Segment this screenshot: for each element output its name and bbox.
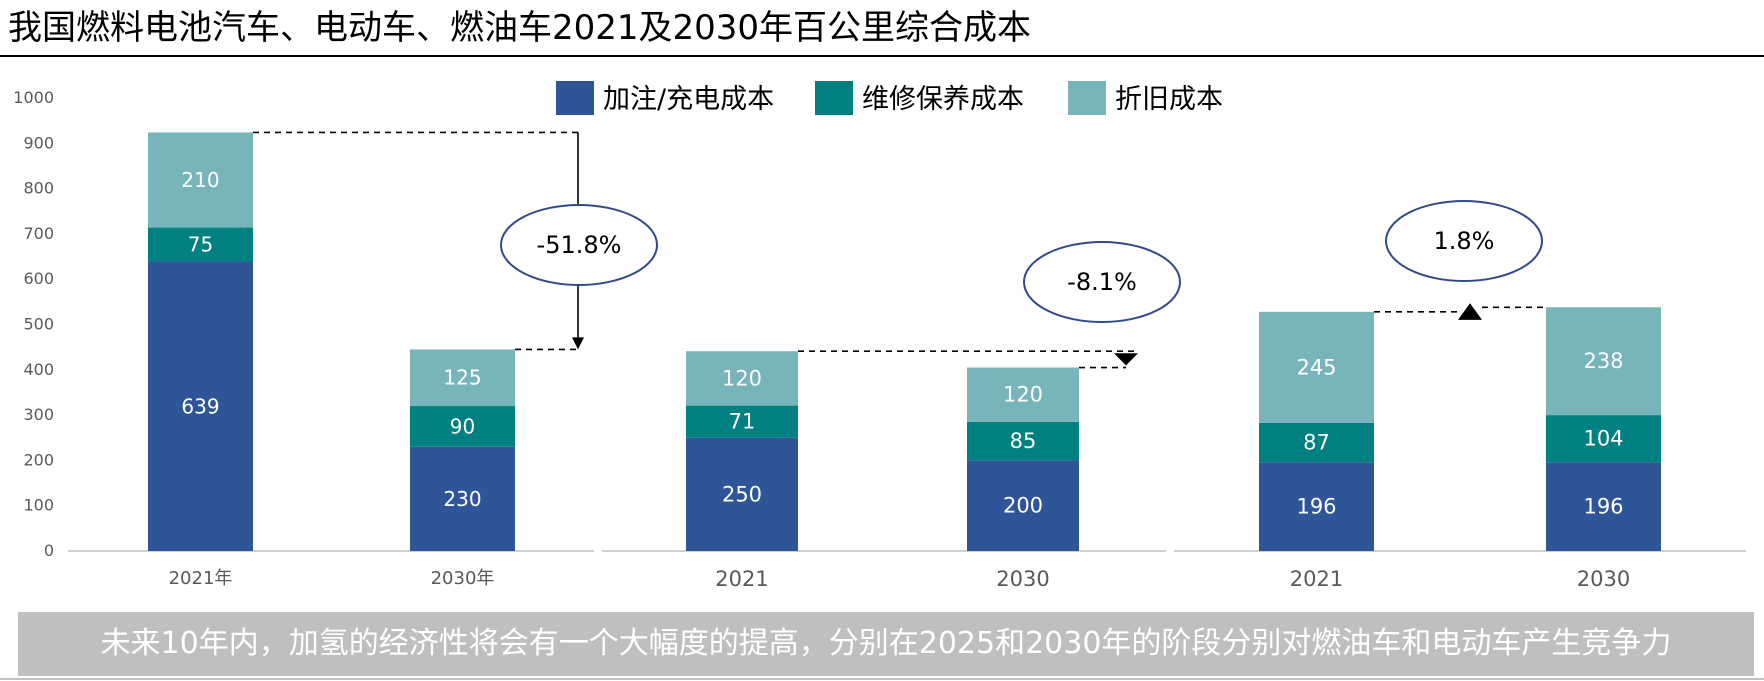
y-tick-label: 900 [23, 133, 54, 152]
bar-segment-maintenance [1259, 422, 1374, 463]
bar-segment-depreciation [1546, 307, 1661, 416]
data-label: 639 [181, 394, 219, 418]
data-label: 210 [181, 168, 219, 192]
y-tick-label: 0 [44, 541, 54, 560]
title-divider [0, 55, 1764, 57]
data-label: 196 [1583, 495, 1623, 519]
bars: 639 75 210 2021年 230 90 125 2030年 250 71 120 2021 20… [148, 132, 1661, 591]
data-label: 120 [722, 366, 762, 390]
bar-segment-depreciation [967, 367, 1079, 422]
x-tick-label: 2030年 [431, 568, 495, 589]
change-1-label: -51.8% [537, 231, 622, 259]
bar-segment-fuel [1546, 462, 1661, 551]
x-tick-label: 2030 [996, 567, 1049, 591]
data-label: 196 [1296, 495, 1336, 519]
change-1-ellipse [500, 204, 658, 286]
data-label: 87 [1303, 431, 1330, 455]
legend-swatch [815, 81, 853, 115]
y-tick-label: 1000 [13, 88, 54, 107]
change-3-label: 1.8% [1434, 227, 1495, 255]
bar-segment-maintenance [148, 227, 253, 262]
legend: 加注/充电成本 维修保养成本 折旧成本 [556, 81, 1223, 115]
data-label: 125 [443, 366, 481, 390]
stacked-bar-chart: 0 100 200 300 400 500 600 700 800 900 1000 639 75 21… [13, 81, 1746, 591]
change-3-ellipse [1385, 200, 1543, 282]
data-label: 250 [722, 482, 762, 506]
data-label: 71 [729, 410, 756, 434]
data-label: 90 [450, 414, 475, 438]
y-tick-label: 200 [23, 450, 54, 469]
y-tick-label: 800 [23, 179, 54, 198]
bar-segment-maintenance [410, 406, 515, 447]
bar-segment-maintenance [686, 405, 798, 438]
data-label: 120 [1003, 383, 1043, 407]
arrow-head-up [1458, 303, 1482, 320]
bar-segment-fuel [967, 460, 1079, 551]
data-label: 245 [1296, 355, 1336, 379]
arrow-head-down [1114, 353, 1138, 366]
bar-segment-maintenance [967, 421, 1079, 461]
y-axis: 0 100 200 300 400 500 600 700 800 900 1000 [13, 88, 54, 560]
legend-swatch [1068, 81, 1106, 115]
legend-label: 维修保养成本 [862, 84, 1024, 115]
data-label: 75 [188, 233, 213, 257]
bottom-divider [0, 678, 1764, 680]
legend-swatch [556, 81, 594, 115]
bar-segment-depreciation [410, 349, 515, 407]
y-tick-label: 600 [23, 269, 54, 288]
y-tick-label: 300 [23, 405, 54, 424]
data-label: 238 [1583, 349, 1623, 373]
data-label: 200 [1003, 494, 1043, 518]
y-tick-label: 400 [23, 360, 54, 379]
bar-segment-depreciation [686, 351, 798, 406]
chart-title: 我国燃料电池汽车、电动车、燃油车2021及2030年百公里综合成本 [8, 8, 1032, 48]
x-tick-label: 2030 [1577, 567, 1630, 591]
data-label: 230 [443, 487, 481, 511]
x-tick-label: 2021 [715, 567, 768, 591]
data-label: 85 [1010, 429, 1037, 453]
change-2-ellipse [1023, 241, 1181, 323]
y-tick-label: 500 [23, 315, 54, 334]
legend-label: 加注/充电成本 [603, 84, 774, 115]
arrow-head-down [572, 337, 584, 350]
bar-segment-fuel [410, 446, 515, 551]
bar-segment-fuel [686, 437, 798, 551]
bar-segment-fuel [1259, 462, 1374, 551]
bar-segment-depreciation [148, 132, 253, 228]
bar-segment-fuel [148, 261, 253, 551]
legend-label: 折旧成本 [1115, 84, 1223, 115]
x-tick-label: 2021年 [169, 568, 233, 589]
bar-segment-depreciation [1259, 311, 1374, 423]
y-tick-label: 100 [23, 496, 54, 515]
bar-segment-maintenance [1546, 415, 1661, 463]
change-annotations: -51.8% -8.1% 1.8% [253, 131, 1546, 369]
change-2-label: -8.1% [1067, 268, 1137, 296]
data-label: 104 [1583, 427, 1623, 451]
x-tick-label: 2021 [1290, 567, 1343, 591]
conclusion-banner: 未来10年内，加氢的经济性将会有一个大幅度的提高，分别在2025和2030年的阶… [18, 612, 1754, 676]
y-tick-label: 700 [23, 224, 54, 243]
